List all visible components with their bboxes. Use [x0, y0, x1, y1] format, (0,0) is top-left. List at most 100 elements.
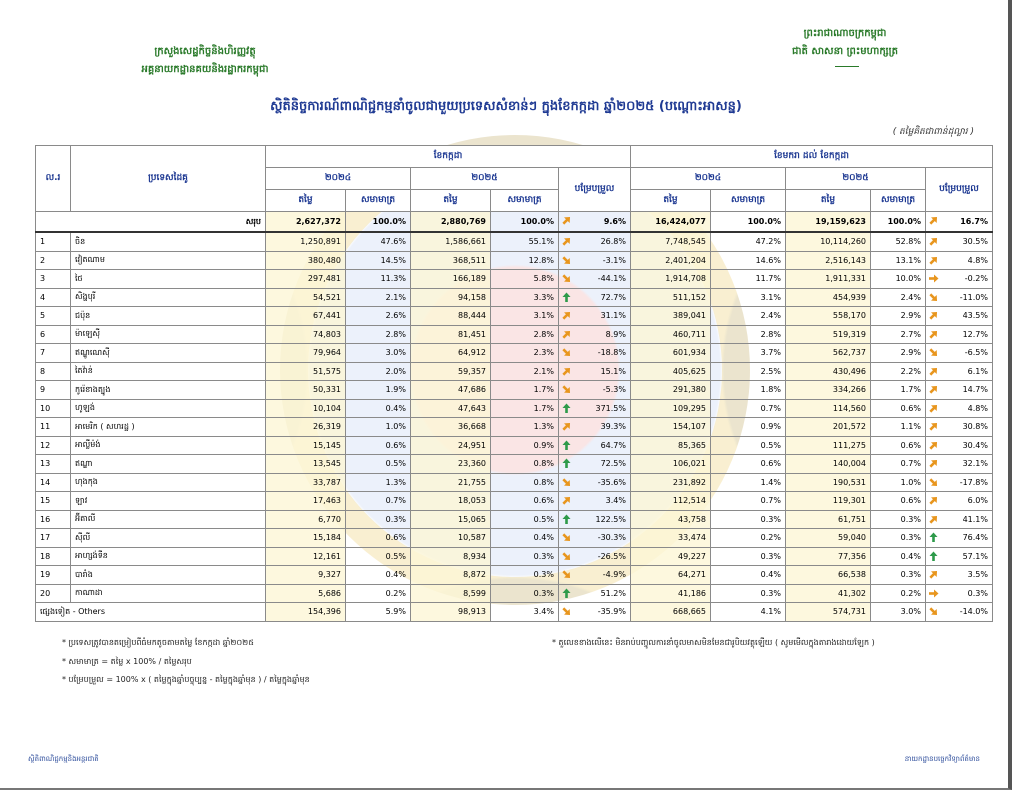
- total-label: សរុប: [35, 211, 266, 233]
- row-number: 7: [35, 343, 71, 363]
- table-cell: 0.3%: [870, 528, 926, 548]
- row-number: 15: [35, 491, 71, 511]
- table-cell: 111,275: [785, 435, 871, 455]
- table-cell: 0.3%: [490, 565, 559, 585]
- note: * ប្រទេសត្រូវបានតម្រៀបពីធំមកតូចតាមតម្លៃ …: [62, 638, 254, 647]
- trend-icon: [929, 367, 938, 376]
- country: សិង្ហបុរី: [70, 287, 266, 307]
- table-cell: 41.1%: [925, 509, 993, 529]
- table-cell: 47.2%: [710, 231, 786, 252]
- table-cell: -18.8%: [558, 343, 631, 363]
- data-row: 16 អ៊ីតាលី 6,770 0.3% 15,065 0.5% 122.5% 43,758…: [35, 509, 993, 529]
- table-cell: 2.1%: [490, 361, 559, 381]
- header-cell: ប្រទេសដៃគូ: [70, 145, 266, 212]
- table-cell: 33,787: [265, 472, 346, 492]
- header-cell: សមាមាត្រ: [710, 189, 786, 212]
- department: អគ្គនាយកដ្ឋានគយនិងរដ្ឋាករកម្ពុជា: [141, 64, 269, 75]
- table-cell: 0.7%: [710, 398, 786, 418]
- table-cell: -44.1%: [558, 269, 631, 289]
- table-cell: 15,065: [410, 509, 491, 529]
- table-cell: 7,748,545: [630, 231, 711, 252]
- table-cell: -26.5%: [558, 546, 631, 566]
- table-cell: 61,751: [785, 509, 871, 529]
- table-cell: 98,913: [410, 602, 491, 622]
- table-cell: 0.4%: [870, 546, 926, 566]
- table-cell: 8,934: [410, 546, 491, 566]
- trend-icon: [562, 422, 571, 431]
- table-body: សរុប 2,627,372 100.0% 2,880,769 100.0% 9.6% 16…: [35, 211, 993, 622]
- table-cell: 3.0%: [870, 602, 926, 622]
- footer-right: នាយកដ្ឋានបច្ចេកវិទ្យាព័ត៌មាន: [904, 755, 980, 763]
- trend-icon: [929, 515, 938, 524]
- table-cell: 558,170: [785, 306, 871, 326]
- row-number: 6: [35, 324, 71, 344]
- trend-icon: [929, 256, 938, 265]
- table-cell: 2.3%: [490, 343, 559, 363]
- table-cell: -35.6%: [558, 472, 631, 492]
- table-cell: 201,572: [785, 417, 871, 437]
- table-cell: 1.3%: [490, 417, 559, 437]
- country: អាល្លឺម៉ង់: [70, 435, 266, 455]
- table-cell: 1,250,891: [265, 231, 346, 252]
- country: ឥណ្ឌូណេស៊ី: [70, 343, 266, 363]
- table-cell: 64,912: [410, 343, 491, 363]
- unit-note: ( តម្លៃគិតជាពាន់ដុល្លារ ): [892, 127, 974, 137]
- trend-icon: [562, 311, 571, 320]
- data-row: 7 ឥណ្ឌូណេស៊ី 79,964 3.0% 64,912 2.3% -18.8% 601…: [35, 343, 993, 363]
- table-cell: 334,266: [785, 380, 871, 400]
- table-cell: 21,755: [410, 472, 491, 492]
- table-cell: 2.4%: [710, 306, 786, 326]
- trend-icon: [929, 237, 938, 246]
- row-number: 11: [35, 417, 71, 437]
- table-cell: 100.0%: [870, 211, 926, 233]
- country: អ៊ីតាលី: [70, 509, 266, 529]
- table-cell: 0.4%: [710, 565, 786, 585]
- header-cell: បម្រែបម្រួល: [558, 167, 631, 212]
- data-row: ផ្សេងទៀត - Others 154,396 5.9% 98,913 3.4% -3…: [35, 602, 993, 622]
- trend-icon: [562, 607, 571, 616]
- trend-icon: [929, 216, 938, 225]
- row-number: 2: [35, 250, 71, 270]
- header-cell: ២០២៥: [785, 167, 926, 190]
- table-cell: 30.5%: [925, 231, 993, 252]
- trend-icon: [562, 237, 571, 246]
- table-cell: 19,159,623: [785, 211, 871, 233]
- trend-icon: [929, 441, 938, 450]
- table-cell: 140,004: [785, 454, 871, 474]
- table-cell: 4.8%: [925, 398, 993, 418]
- trend-icon: [929, 274, 939, 283]
- country: ផ្សេងទៀត - Others: [35, 602, 266, 622]
- table-cell: 454,939: [785, 287, 871, 307]
- table-cell: 0.3%: [870, 565, 926, 585]
- table-cell: 32.1%: [925, 454, 993, 474]
- row-number: 8: [35, 361, 71, 381]
- trend-icon: [929, 607, 938, 616]
- table-cell: 1,586,661: [410, 231, 491, 252]
- note: * បម្រែបម្រួល = 100% x ( តម្លៃក្នុងឆ្នាំ…: [62, 675, 310, 684]
- table-cell: 1.1%: [870, 417, 926, 437]
- table-cell: 16,424,077: [630, 211, 711, 233]
- trend-icon: [929, 311, 938, 320]
- table-cell: 14.6%: [710, 250, 786, 270]
- table-cell: 13.1%: [870, 250, 926, 270]
- table-cell: 460,711: [630, 324, 711, 344]
- table-cell: 0.5%: [490, 509, 559, 529]
- table-cell: -5.3%: [558, 380, 631, 400]
- row-number: 12: [35, 435, 71, 455]
- table-cell: 3.4%: [490, 602, 559, 622]
- kingdom: ព្រះរាជាណាចក្រកម្ពុជា: [803, 28, 887, 39]
- trend-icon: [929, 477, 938, 486]
- table-cell: 2.0%: [345, 361, 411, 381]
- header-cell: ២០២៤: [265, 167, 411, 190]
- data-row: 15 ឡាវ 17,463 0.7% 18,053 0.6% 3.4% 112,514 0.7%…: [35, 491, 993, 511]
- table-cell: 0.2%: [345, 583, 411, 603]
- table-cell: 15,184: [265, 528, 346, 548]
- table-cell: 0.6%: [490, 491, 559, 511]
- table-cell: 6,770: [265, 509, 346, 529]
- table-cell: 11.3%: [345, 269, 411, 289]
- trend-icon: [929, 459, 938, 468]
- table-cell: 0.7%: [345, 491, 411, 511]
- table-cell: 154,396: [265, 602, 346, 622]
- table-cell: -35.9%: [558, 602, 631, 622]
- data-row: 5 ជប៉ុន 67,441 2.6% 88,444 3.1% 31.1% 389,041 2.…: [35, 306, 993, 326]
